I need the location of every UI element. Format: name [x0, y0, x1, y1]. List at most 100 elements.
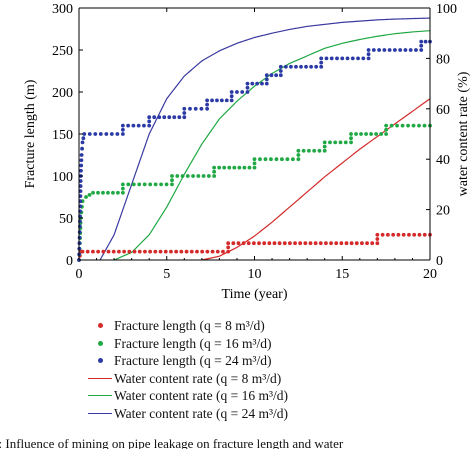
- fracture-point-s2-44: [217, 165, 222, 170]
- fracture-point-s2-15: [96, 190, 100, 195]
- fracture-point-s3-53: [205, 106, 210, 111]
- fracture-point-s3-102: [382, 48, 387, 52]
- fracture-point-s2-81: [369, 132, 373, 136]
- fracture-point-s1-26: [200, 249, 205, 254]
- fracture-point-s1-3: [80, 249, 85, 254]
- fracture-point-s3-24: [82, 132, 87, 136]
- fracture-point-s2-47: [232, 165, 237, 170]
- x-tick-label: 20: [423, 267, 437, 282]
- fracture-point-s3-25: [87, 132, 92, 136]
- fracture-point-s3-92: [340, 56, 345, 61]
- fracture-point-s3-34: [126, 123, 131, 128]
- fracture-point-s1-35: [236, 241, 241, 246]
- fracture-point-s2-14: [91, 190, 95, 195]
- fracture-point-s2-92: [417, 123, 421, 128]
- fracture-point-s3-69: [255, 81, 260, 86]
- fracture-point-s3-47: [182, 115, 187, 120]
- fracture-point-s1-41: [267, 241, 272, 246]
- legend-label: Fracture length (q = 24 m³/d): [114, 353, 272, 368]
- fracture-point-s2-23: [126, 182, 131, 187]
- fracture-point-s3-29: [109, 132, 114, 136]
- fracture-point-s1-11: [122, 249, 127, 254]
- fracture-point-s1-46: [293, 241, 297, 246]
- fracture-point-s3-39: [147, 119, 152, 124]
- dot-swatch: [98, 340, 103, 346]
- fracture-point-s2-62: [296, 153, 301, 157]
- fracture-point-s3-72: [264, 77, 269, 82]
- fracture-point-s1-8: [106, 249, 111, 254]
- fracture-point-s1-44: [282, 241, 287, 246]
- fracture-point-s2-24: [131, 182, 136, 187]
- fracture-point-s2-57: [274, 157, 279, 162]
- fracture-point-s3-52: [199, 106, 204, 111]
- fracture-point-s2-31: [170, 182, 174, 187]
- legend-label: Fracture length (q = 16 m³/d): [114, 335, 272, 351]
- fracture-point-s2-12: [84, 195, 88, 199]
- fracture-point-s2-67: [317, 148, 322, 153]
- chart: 0 5 10 15 20050100150200250300020406080100Ti…: [23, 2, 471, 302]
- legend-item: Water content rate (q = 8 m³/d): [88, 370, 468, 388]
- fracture-point-s3-60: [229, 98, 234, 103]
- legend-line-marker: [88, 387, 112, 405]
- fracture-point-s1-23: [184, 249, 189, 254]
- fracture-point-s2-29: [159, 182, 163, 187]
- fracture-point-s1-54: [334, 241, 339, 246]
- fracture-point-s3-106: [403, 48, 408, 52]
- fracture-point-s3-84: [309, 64, 313, 69]
- fracture-point-s1-66: [385, 232, 390, 237]
- y-left-tick-label: 150: [52, 128, 73, 143]
- fracture-point-s3-38: [147, 123, 152, 128]
- legend-label: Fracture length (q = 8 m³/d): [114, 318, 265, 333]
- fracture-point-s1-62: [375, 241, 380, 246]
- fracture-point-s3-64: [240, 90, 245, 94]
- fracture-point-s1-39: [257, 241, 261, 246]
- fracture-point-s3-37: [142, 123, 146, 128]
- fracture-point-s3-95: [356, 56, 360, 61]
- dot-swatch: [98, 323, 103, 328]
- fracture-point-s3-40: [147, 115, 152, 120]
- water-content-line-2: [113, 30, 431, 261]
- fracture-point-s1-68: [396, 232, 401, 237]
- fracture-point-s1-40: [262, 241, 267, 246]
- fracture-point-s3-77: [278, 69, 283, 73]
- fracture-point-s3-14: [78, 184, 83, 188]
- fracture-point-s1-13: [132, 249, 137, 254]
- fracture-point-s2-72: [333, 140, 338, 145]
- fracture-point-s3-35: [131, 123, 136, 128]
- y-right-tick-label: 100: [436, 2, 457, 17]
- fracture-point-s3-110: [419, 43, 424, 48]
- fracture-point-s2-86: [384, 123, 389, 128]
- fracture-point-s2-75: [349, 140, 353, 145]
- fracture-point-s2-70: [322, 140, 327, 145]
- fracture-point-s2-41: [212, 174, 217, 178]
- fracture-point-s1-25: [195, 249, 199, 254]
- fracture-point-s1-24: [189, 249, 194, 254]
- fracture-point-s3-54: [205, 102, 210, 107]
- fracture-point-s3-78: [278, 64, 283, 69]
- fracture-point-s2-85: [384, 127, 389, 132]
- fracture-point-s3-70: [260, 81, 264, 86]
- fracture-point-s3-36: [136, 123, 141, 128]
- fracture-point-s1-6: [96, 249, 101, 254]
- fracture-point-s2-16: [101, 190, 105, 195]
- fracture-point-s2-26: [142, 182, 147, 187]
- fracture-point-s3-48: [182, 111, 187, 115]
- fracture-point-s1-47: [298, 241, 303, 246]
- fracture-point-s2-43: [212, 165, 217, 170]
- fracture-point-s3-75: [274, 73, 279, 78]
- fracture-point-s3-55: [205, 98, 210, 103]
- fracture-point-s3-23: [81, 136, 86, 141]
- fracture-point-s1-71: [412, 232, 417, 237]
- fracture-point-s3-91: [335, 56, 339, 61]
- fracture-point-s2-27: [148, 182, 153, 187]
- fracture-point-s3-13: [78, 189, 83, 194]
- fracture-point-s2-68: [322, 148, 327, 153]
- fracture-point-s1-57: [349, 241, 354, 246]
- fracture-point-s3-28: [104, 132, 109, 136]
- x-axis-label: Time (year): [222, 287, 288, 302]
- fracture-point-s1-30: [221, 249, 225, 254]
- line-swatch: [88, 377, 112, 379]
- fracture-point-s3-104: [393, 48, 397, 52]
- fracture-point-s3-76: [278, 73, 283, 78]
- fracture-point-s3-94: [350, 56, 355, 61]
